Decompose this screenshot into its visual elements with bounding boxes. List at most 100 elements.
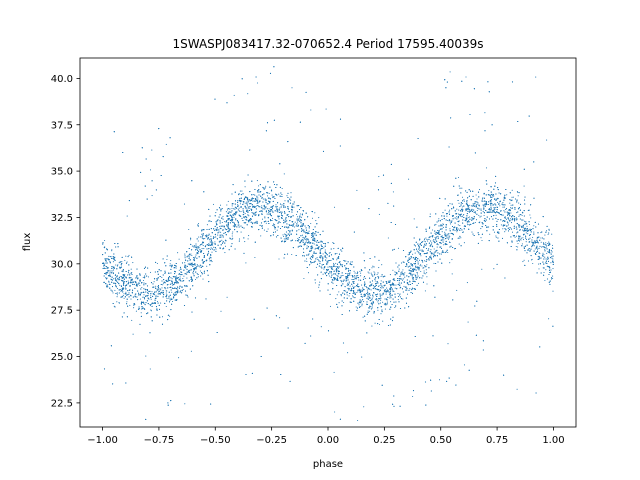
data-point bbox=[449, 228, 451, 230]
data-point bbox=[192, 246, 194, 248]
data-point bbox=[320, 271, 322, 273]
data-point bbox=[116, 296, 118, 298]
data-point bbox=[379, 295, 381, 297]
data-point bbox=[209, 220, 211, 222]
data-point bbox=[191, 262, 193, 264]
data-point bbox=[449, 262, 451, 264]
data-point bbox=[468, 216, 471, 218]
data-point bbox=[516, 218, 518, 220]
data-point bbox=[175, 275, 178, 277]
data-point bbox=[254, 256, 256, 259]
data-point bbox=[201, 233, 203, 235]
data-point bbox=[133, 283, 136, 285]
data-point bbox=[150, 309, 152, 311]
data-point bbox=[384, 308, 386, 310]
data-point bbox=[166, 298, 168, 300]
data-point bbox=[209, 256, 211, 258]
data-point bbox=[355, 277, 358, 279]
data-point bbox=[449, 209, 451, 211]
data-point bbox=[349, 290, 352, 292]
data-point bbox=[128, 293, 130, 296]
data-point bbox=[306, 260, 308, 262]
data-point bbox=[271, 194, 273, 196]
data-point bbox=[503, 210, 505, 212]
data-point bbox=[402, 298, 404, 300]
data-point bbox=[199, 250, 201, 252]
data-point bbox=[185, 265, 187, 267]
data-point bbox=[313, 251, 315, 253]
data-point bbox=[374, 272, 376, 274]
data-point bbox=[141, 286, 143, 289]
data-point bbox=[359, 270, 361, 272]
data-point bbox=[363, 295, 365, 298]
data-point bbox=[178, 258, 180, 260]
data-point bbox=[170, 277, 172, 279]
data-point bbox=[444, 209, 446, 211]
data-point bbox=[458, 209, 460, 211]
data-point bbox=[475, 219, 478, 221]
data-point bbox=[490, 209, 492, 211]
data-point bbox=[526, 225, 528, 227]
data-point bbox=[186, 295, 188, 297]
data-point bbox=[368, 272, 370, 274]
data-point bbox=[433, 262, 435, 264]
data-point bbox=[196, 273, 198, 275]
data-point bbox=[258, 210, 261, 212]
data-point bbox=[504, 208, 507, 211]
data-point bbox=[109, 270, 111, 272]
data-point bbox=[482, 211, 484, 213]
data-point bbox=[328, 252, 330, 254]
data-point bbox=[414, 256, 417, 258]
data-point bbox=[299, 213, 301, 215]
data-point bbox=[345, 260, 347, 262]
data-point bbox=[548, 229, 550, 231]
data-point bbox=[515, 245, 517, 248]
data-point bbox=[435, 251, 437, 253]
data-point bbox=[357, 419, 359, 422]
data-point bbox=[394, 279, 396, 281]
data-point bbox=[510, 200, 512, 202]
data-point bbox=[116, 294, 118, 296]
data-point bbox=[314, 212, 316, 214]
data-point bbox=[426, 272, 428, 274]
data-point bbox=[232, 231, 234, 233]
data-point bbox=[516, 190, 518, 193]
data-point bbox=[335, 262, 337, 264]
data-point bbox=[338, 291, 340, 293]
data-point bbox=[279, 207, 281, 209]
data-point bbox=[380, 280, 382, 282]
data-point bbox=[220, 231, 222, 233]
data-point bbox=[293, 206, 295, 208]
data-point bbox=[502, 228, 504, 230]
data-point bbox=[224, 252, 226, 254]
data-point bbox=[311, 217, 314, 219]
data-point bbox=[256, 220, 258, 222]
data-point bbox=[461, 196, 464, 198]
data-point bbox=[114, 289, 116, 291]
data-point bbox=[434, 232, 436, 234]
data-point bbox=[266, 195, 269, 197]
data-point bbox=[404, 272, 406, 274]
data-point bbox=[248, 235, 250, 237]
data-point bbox=[193, 245, 195, 247]
data-point bbox=[202, 278, 204, 280]
data-point bbox=[205, 245, 207, 247]
data-point bbox=[458, 228, 460, 230]
data-point bbox=[291, 253, 293, 256]
data-point bbox=[143, 294, 145, 296]
data-point bbox=[126, 215, 128, 217]
data-point bbox=[125, 291, 127, 293]
data-point bbox=[354, 276, 356, 278]
data-point bbox=[117, 264, 119, 266]
data-point bbox=[256, 180, 258, 182]
data-point bbox=[202, 244, 204, 247]
data-point bbox=[522, 261, 524, 263]
data-point bbox=[431, 252, 433, 254]
data-point bbox=[516, 200, 518, 202]
data-point bbox=[275, 204, 277, 206]
data-point bbox=[266, 213, 268, 215]
data-point bbox=[387, 237, 389, 239]
data-point bbox=[261, 205, 263, 207]
data-point bbox=[283, 235, 285, 237]
